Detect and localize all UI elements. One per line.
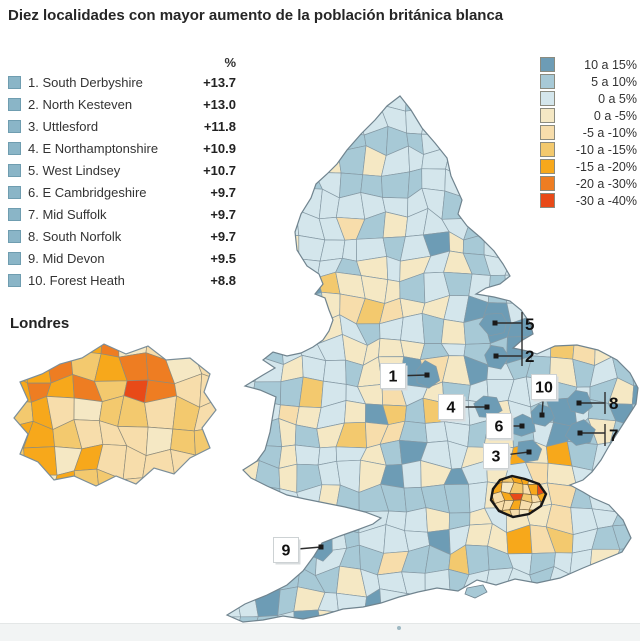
ranking-item: 1. South Derbyshire+13.7	[8, 71, 236, 93]
rank-label: 10. Forest Heath	[28, 273, 125, 288]
rank-bullet-icon	[8, 230, 21, 243]
svg-text:9: 9	[282, 543, 291, 560]
rank-bullet-icon	[8, 76, 21, 89]
ranking-item: 9. Mid Devon+9.5	[8, 247, 236, 269]
svg-text:6: 6	[495, 419, 504, 436]
rank-bullet-icon	[8, 208, 21, 221]
rank-bullet-icon	[8, 120, 21, 133]
rank-label: 2. North Kesteven	[28, 97, 132, 112]
ranking-item: 3. Uttlesford+11.8	[8, 115, 236, 137]
legend-label: 5 a 10%	[591, 75, 637, 89]
rank-label: 6. E Cambridgeshire	[28, 185, 147, 200]
rank-label: 4. E Northamptonshire	[28, 141, 158, 156]
rank-label: 5. West Lindsey	[28, 163, 120, 178]
svg-text:5: 5	[525, 315, 534, 334]
ranking-item: 7. Mid Suffolk+9.7	[8, 203, 236, 225]
rank-bullet-icon	[8, 164, 21, 177]
rank-label: 8. South Norfolk	[28, 229, 121, 244]
svg-text:4: 4	[447, 400, 456, 417]
ranking-item: 2. North Kesteven+13.0	[8, 93, 236, 115]
svg-text:8: 8	[609, 394, 618, 413]
page-title: Diez localidades con mayor aumento de la…	[8, 7, 628, 24]
legend-label: 10 a 15%	[584, 58, 637, 72]
svg-text:3: 3	[492, 449, 501, 466]
rank-bullet-icon	[8, 98, 21, 111]
legend-swatch	[540, 57, 555, 72]
london-inset-map	[4, 330, 226, 505]
rank-bullet-icon	[8, 142, 21, 155]
svg-text:7: 7	[609, 426, 618, 445]
svg-text:1: 1	[389, 369, 398, 386]
ranking-item: 4. E Northamptonshire+10.9	[8, 137, 236, 159]
ranking-item: 10. Forest Heath+8.8	[8, 269, 236, 291]
svg-text:2: 2	[525, 347, 534, 366]
svg-text:10: 10	[535, 380, 553, 397]
rank-label: 7. Mid Suffolk	[28, 207, 107, 222]
percent-header: %	[8, 55, 236, 71]
rank-bullet-icon	[8, 274, 21, 287]
rank-bullet-icon	[8, 186, 21, 199]
legend-item: 10 a 15%	[540, 56, 637, 73]
england-map: 1 2 3 4 5 6 7 8 9 10	[215, 88, 640, 640]
rank-label: 1. South Derbyshire	[28, 75, 143, 90]
ranking-item: 8. South Norfolk+9.7	[8, 225, 236, 247]
ranking-item: 5. West Lindsey+10.7	[8, 159, 236, 181]
ranking-item: 6. E Cambridgeshire+9.7	[8, 181, 236, 203]
rank-bullet-icon	[8, 252, 21, 265]
legend-swatch	[540, 74, 555, 89]
rank-label: 3. Uttlesford	[28, 119, 98, 134]
rank-label: 9. Mid Devon	[28, 251, 105, 266]
